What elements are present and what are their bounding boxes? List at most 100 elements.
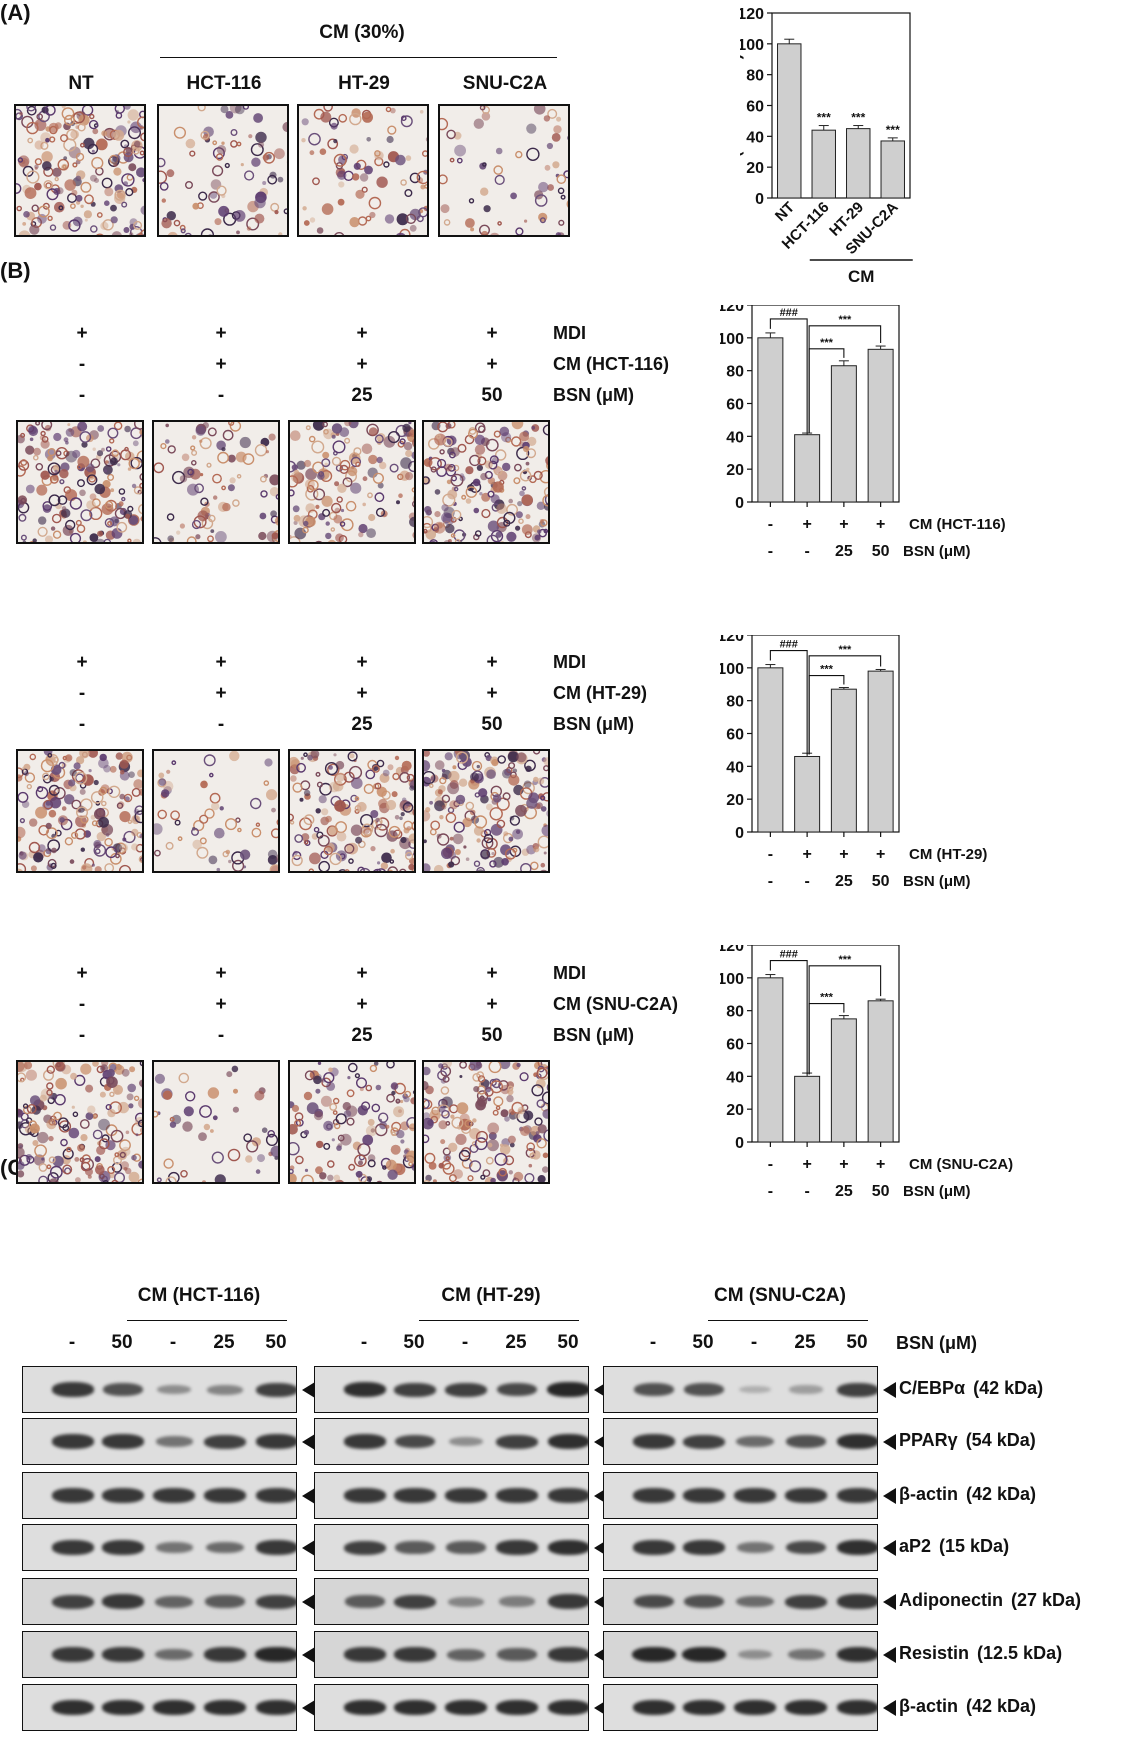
b2-cm-sign: +: [486, 683, 498, 704]
panel-a-cm-line: [160, 57, 557, 58]
blot-band: [153, 1488, 195, 1503]
condition-sign: -: [768, 543, 773, 560]
blot-3-row-3: [603, 1472, 878, 1519]
b2-bsn-sign: -: [78, 714, 86, 735]
significance-label: ***: [817, 111, 831, 125]
band-arrow-icon: [883, 1433, 896, 1450]
band-arrow-icon: [302, 1487, 315, 1504]
blot-band: [394, 1594, 436, 1609]
blot-band: [737, 1649, 773, 1660]
blot-band: [156, 1384, 192, 1395]
condition-sign: 50: [872, 873, 890, 890]
blot-band: [496, 1540, 538, 1555]
blot-band: [204, 1647, 246, 1662]
micrograph-a-nt: [14, 104, 146, 237]
blot-group-1-bsn-sign: -: [169, 1332, 177, 1353]
b1-cm-sign: -: [78, 354, 86, 375]
y-tick-label: 0: [735, 1135, 744, 1152]
condition-sign: +: [839, 846, 848, 863]
b3-cm-sign: -: [78, 994, 86, 1015]
blot-band: [837, 1594, 877, 1609]
micrograph-b2-4: [422, 749, 550, 873]
micrograph-b1-2: [152, 420, 280, 544]
bracket-label: ###: [780, 949, 798, 961]
y-tick-label: 120: [720, 945, 744, 955]
blot-band: [344, 1540, 386, 1555]
y-tick-label: 40: [726, 1069, 744, 1086]
blot-band: [733, 1700, 777, 1715]
b3-bsn-row-label: BSN (μM): [553, 1025, 634, 1045]
blot-group-1-bsn-sign: 50: [265, 1332, 287, 1353]
condition-sign: +: [839, 516, 848, 533]
band-arrow-icon: [302, 1381, 315, 1398]
y-tick-label: 0: [735, 825, 744, 842]
blot-band: [837, 1382, 877, 1397]
b3-cm-sign: +: [486, 994, 498, 1015]
b2-bsn-sign: 25: [351, 714, 373, 735]
blot-band: [446, 1648, 486, 1661]
blot-band: [547, 1700, 588, 1715]
blot-group-2-bsn-sign: 50: [557, 1332, 579, 1353]
bar: [777, 43, 802, 199]
blot-1-row-6: [22, 1631, 297, 1678]
b3-mdi-sign: +: [76, 963, 88, 984]
blot-1-row-2: [22, 1418, 297, 1465]
blot-group-3-bsn-sign: 50: [692, 1332, 714, 1353]
y-tick-label: 80: [726, 364, 744, 381]
condition-label: CM (HCT-116): [909, 516, 1006, 533]
blot-1-row-3: [22, 1472, 297, 1519]
blot-1-row-5: [22, 1578, 297, 1625]
blot-3-row-4: [603, 1524, 878, 1571]
panel-a-label-ht29: HT-29: [338, 73, 390, 94]
blot-band: [155, 1542, 193, 1553]
cell-texture: [16, 106, 144, 235]
protein-kda: (12.5 kDa): [977, 1643, 1063, 1663]
cell-texture: [290, 1062, 414, 1182]
condition-label: BSN (μM): [903, 1183, 971, 1200]
micrograph-b3-2: [152, 1060, 280, 1184]
chart-body: 0 20 40 60 80 100 120 Lipid accumulation(% of c…: [740, 6, 913, 286]
condition-label: BSN (μM): [903, 873, 971, 890]
blot-band: [632, 1700, 676, 1715]
cell-texture: [18, 422, 142, 542]
blot-band: [394, 1647, 436, 1662]
blot-2-row-7: [314, 1684, 589, 1731]
blot-band: [203, 1700, 247, 1715]
b2-mdi-sign: +: [486, 652, 498, 673]
bracket-label: ***: [838, 954, 852, 966]
blot-group-3-bsn-sign: 50: [846, 1332, 868, 1353]
blot-band: [496, 1434, 538, 1449]
blot-band: [736, 1595, 774, 1608]
micrograph-a-ht29: [297, 104, 429, 237]
condition-sign: -: [804, 873, 809, 890]
blot-band: [52, 1382, 94, 1397]
blot-band: [683, 1434, 725, 1449]
blot-group-2-bsn-sign: 25: [505, 1332, 527, 1353]
b3-mdi-sign: +: [356, 963, 368, 984]
blot-band: [736, 1542, 774, 1553]
blot-2-row-6: [314, 1631, 589, 1678]
bracket-label: ***: [820, 992, 834, 1004]
micrograph-a-hct116: [157, 104, 289, 237]
blot-band: [445, 1382, 487, 1397]
blot-band: [102, 1594, 144, 1609]
bracket-label: ***: [820, 664, 834, 676]
y-tick-label: 80: [726, 694, 744, 711]
significance-bracket: [808, 965, 882, 1075]
b1-bsn-sign: -: [217, 385, 225, 406]
protein-kda: (42 kDa): [973, 1378, 1044, 1398]
blot-group-1-header: CM (HCT-116): [137, 1285, 261, 1306]
cell-texture: [424, 1062, 548, 1182]
blot-band: [836, 1434, 877, 1449]
y-tick-label: 40: [726, 759, 744, 776]
b3-mdi-sign: +: [215, 963, 227, 984]
blot-band: [547, 1434, 588, 1449]
blot-band: [789, 1385, 823, 1394]
y-tick-label: 20: [726, 792, 744, 809]
cell-texture: [299, 106, 427, 235]
blot-band: [51, 1700, 95, 1715]
significance-bracket: [769, 318, 808, 433]
protein-label: β-actin (42 kDa): [899, 1484, 1036, 1505]
bar: [846, 128, 871, 199]
blot-group-1-cm-line: [127, 1320, 287, 1321]
